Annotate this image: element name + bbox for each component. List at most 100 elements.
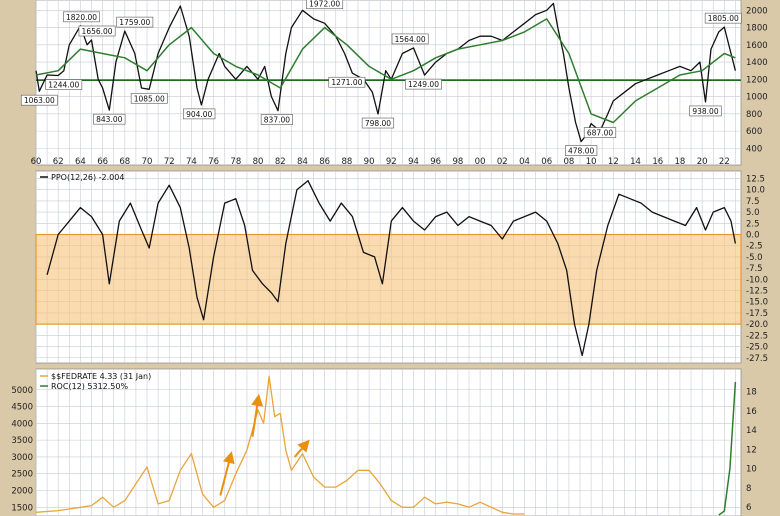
annotation-label: 1085.00: [134, 94, 165, 103]
annotation-box: [63, 11, 100, 23]
annotation-label: 1249.00: [408, 80, 439, 89]
roc-legend-label: ROC(12) 5312.50%: [51, 382, 128, 391]
x-tick-label: 12: [608, 157, 619, 167]
ppo-tick-label: 2.5: [746, 219, 760, 229]
annotation-label: 1656.00: [82, 27, 113, 36]
price-annotation: 1085.00: [130, 92, 168, 104]
ppo-tick-label: -27.5: [746, 354, 768, 364]
ppo-tick-label: 12.5: [746, 174, 765, 184]
fedrate-tick-label: 2500: [11, 470, 33, 480]
ppo-tick-label: -20.0: [746, 320, 768, 330]
fedrate-tick-label: 3000: [11, 453, 33, 463]
annotation-box: [116, 16, 154, 28]
price-annotation: 1972.00: [306, 0, 344, 10]
price-annotation: 1271.00: [328, 76, 366, 88]
price-series-line: [35, 2, 737, 143]
price-annotation: 1805.00: [704, 12, 742, 24]
price-annotation: 843.00: [93, 113, 126, 125]
price-annotation: 938.00: [689, 105, 722, 117]
annotation-label: 1820.00: [66, 13, 97, 22]
x-tick-label: 78: [230, 157, 241, 167]
x-tick-label: 96: [430, 157, 441, 167]
ppo-tick-label: 0.0: [746, 231, 760, 241]
x-tick-label: 88: [341, 157, 352, 167]
price-tick-label: 1600: [746, 41, 768, 51]
x-tick-label: 98: [452, 157, 463, 167]
x-tick-label: 14: [630, 157, 641, 167]
annotation-label: 1972.00: [309, 0, 340, 9]
x-tick-label: 62: [53, 157, 64, 167]
ppo-legend-label: PPO(12,26) -2.004: [51, 173, 124, 182]
annotation-box: [361, 117, 395, 129]
annotation-label: 1271.00: [331, 78, 362, 87]
x-tick-label: 02: [497, 157, 508, 167]
price-annotation: 1249.00: [405, 78, 442, 90]
annotation-box: [78, 25, 116, 37]
grid-x-3: [35, 369, 736, 516]
trend-arrow: [251, 393, 264, 437]
ppo-tick-label: 10.0: [746, 186, 765, 196]
fedrate-tick-label: 3500: [11, 436, 33, 446]
annotation-label: 687.00: [587, 129, 613, 138]
annotation-label: 1759.00: [119, 18, 150, 27]
ppo-tick-label: -5.0: [746, 253, 763, 263]
x-tick-label: 00: [475, 157, 486, 167]
price-annotation: 798.00: [361, 117, 395, 129]
x-tick-label: 68: [119, 157, 130, 167]
fedrate-tick-label: 5000: [11, 386, 33, 396]
annotation-box: [183, 108, 216, 120]
ppo-tick-label: -12.5: [746, 287, 768, 297]
trend-arrow: [219, 451, 235, 496]
roc-tick-label: 12: [746, 445, 757, 455]
ppo-tick-label: -7.5: [746, 264, 763, 274]
annotation-box: [405, 78, 442, 90]
x-tick-label: 80: [253, 157, 264, 167]
annotation-label: 1805.00: [708, 14, 739, 23]
annotation-box: [704, 12, 742, 24]
ppo-shaded-zone: [35, 233, 742, 325]
price-tick-label: 1000: [746, 93, 768, 103]
fedrate-tick-label: 4500: [11, 403, 33, 413]
panel-3: [35, 368, 742, 516]
price-annotation: 1063.00: [20, 94, 58, 106]
x-tick-label: 76: [208, 157, 219, 167]
annotation-box: [20, 94, 58, 106]
price-annotation: 1564.00: [391, 33, 429, 45]
roc-tick-label: 6: [746, 503, 751, 513]
x-tick-label: 60: [31, 157, 42, 167]
price-tick-label: 400: [746, 144, 762, 154]
roc-tick-label: 10: [746, 465, 757, 475]
annotation-label: 843.00: [96, 115, 122, 124]
ppo-tick-label: -17.5: [746, 309, 768, 319]
annotation-box: [391, 33, 429, 45]
annotation-box: [306, 0, 344, 10]
x-tick-label: 66: [97, 157, 108, 167]
x-tick-label: 22: [719, 157, 730, 167]
price-annotation: 478.00: [565, 145, 598, 156]
annotation-box: [130, 92, 168, 104]
annotation-label: 478.00: [568, 147, 594, 156]
price-annotation: 687.00: [583, 127, 617, 138]
price-tick-label: 600: [746, 127, 762, 137]
roc-tick-label: 16: [746, 407, 757, 417]
annotation-box: [260, 114, 294, 125]
roc-tick-label: 14: [746, 426, 757, 436]
price-annotation: 837.00: [260, 114, 294, 125]
x-tick-label: 06: [541, 157, 552, 167]
x-tick-label: 20: [697, 157, 708, 167]
x-tick-label: 84: [297, 157, 308, 167]
price-tick-label: 1800: [746, 24, 768, 34]
annotation-box: [328, 76, 366, 88]
annotation-box: [583, 127, 617, 138]
fedrate-tick-label: 2000: [11, 486, 33, 496]
x-tick-label: 82: [275, 157, 286, 167]
trend-arrow: [293, 439, 310, 458]
ppo-tick-label: 7.5: [746, 197, 760, 207]
fedrate-tick-label: 4000: [11, 419, 33, 429]
moving-average-line: [35, 18, 736, 124]
fedrate-line: [35, 375, 525, 515]
x-tick-label: 64: [75, 157, 86, 167]
x-tick-label: 86: [319, 157, 330, 167]
x-tick-label: 90: [364, 157, 375, 167]
